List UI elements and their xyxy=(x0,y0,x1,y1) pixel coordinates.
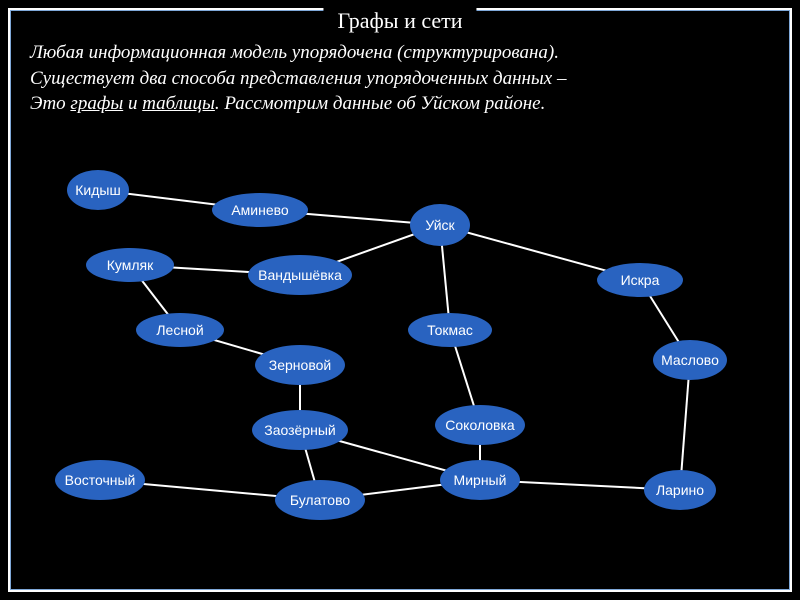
graph-node-tokmas: Токмас xyxy=(408,313,492,347)
graph-node-uysk: Уйск xyxy=(410,204,470,246)
graph-node-kidysh: Кидыш xyxy=(67,170,129,210)
graph-node-vandysh: Вандышёвка xyxy=(248,255,352,295)
graph-node-kumlyak: Кумляк xyxy=(86,248,174,282)
graph-node-sokolovka: Соколовка xyxy=(435,405,525,445)
desc-line-1: Любая информационная модель упорядочена … xyxy=(30,42,559,63)
graph-node-zaozerny: Заозёрный xyxy=(252,410,348,450)
graph-node-aminevo: Аминево xyxy=(212,193,308,227)
slide-description: Любая информационная модель упорядочена … xyxy=(30,40,770,117)
graph-node-zernovoy: Зерновой xyxy=(255,345,345,385)
graph-node-vostochny: Восточный xyxy=(55,460,145,500)
desc-line-3b: и xyxy=(123,93,142,114)
graph-node-lesnoy: Лесной xyxy=(136,313,224,347)
graph-node-bulatovo: Булатово xyxy=(275,480,365,520)
graph-node-larino: Ларино xyxy=(644,470,716,510)
desc-line-3a: Это xyxy=(30,93,70,114)
desc-line-2: Существует два способа представления упо… xyxy=(30,68,566,89)
graph-node-maslovo: Маслово xyxy=(653,340,727,380)
graph-node-mirny: Мирный xyxy=(440,460,520,500)
desc-underline-1: графы xyxy=(70,93,123,114)
desc-underline-2: таблицы xyxy=(142,93,215,114)
slide-title: Графы и сети xyxy=(323,8,476,34)
graph-node-iskra: Искра xyxy=(597,263,683,297)
desc-line-3c: . Рассмотрим данные об Уйском районе. xyxy=(215,93,545,114)
